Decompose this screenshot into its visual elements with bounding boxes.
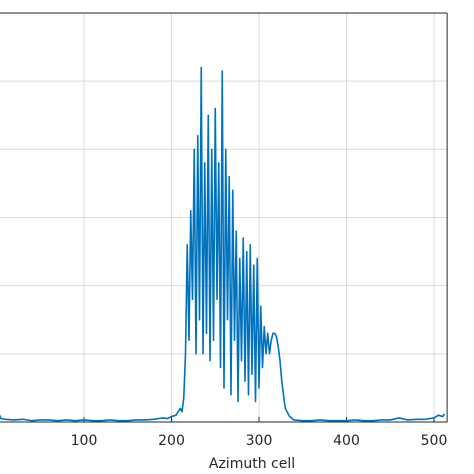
x-tick-label: 200 bbox=[158, 433, 185, 449]
x-tick-label: 500 bbox=[421, 433, 448, 449]
x-axis-label: Azimuth cell bbox=[209, 456, 295, 472]
x-tick-label: 400 bbox=[333, 433, 360, 449]
x-tick-label: 300 bbox=[246, 433, 273, 449]
data-line bbox=[0, 66, 446, 422]
x-tick-label: 100 bbox=[71, 433, 98, 449]
